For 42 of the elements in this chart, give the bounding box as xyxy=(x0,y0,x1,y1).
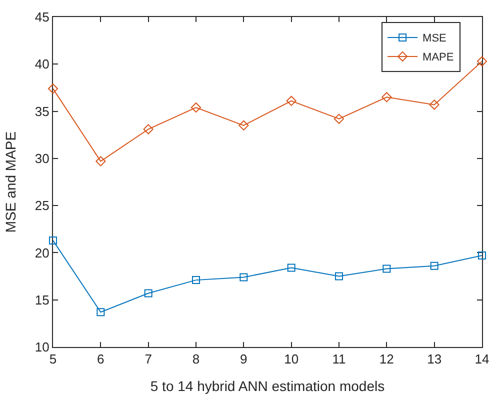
point xyxy=(192,276,200,284)
point xyxy=(429,100,440,110)
x-tick-label: 8 xyxy=(192,352,200,367)
y-tick-label: 15 xyxy=(34,292,50,308)
point xyxy=(96,156,106,166)
y-tick-label: 45 xyxy=(34,10,50,25)
x-tick-label: 14 xyxy=(474,352,490,367)
y-tick-label: 40 xyxy=(34,56,50,72)
point xyxy=(334,114,344,124)
y-tick-label: 35 xyxy=(34,104,50,119)
point xyxy=(238,120,249,130)
x-tick-label: 13 xyxy=(427,352,442,367)
point xyxy=(382,264,391,273)
x-tick-label: 10 xyxy=(284,352,299,367)
point xyxy=(476,56,488,66)
x-tick-label: 9 xyxy=(240,352,248,367)
x-tick-label: 5 xyxy=(49,352,57,367)
x-tick-label: 7 xyxy=(144,352,152,367)
point xyxy=(96,308,105,316)
point xyxy=(240,273,248,282)
point xyxy=(478,252,486,260)
point xyxy=(430,262,438,270)
x-axis-title: 5 to 14 hybrid ANN estimation models xyxy=(150,378,385,394)
y-axis-title: MSE and MAPE xyxy=(2,131,19,233)
y-tick-label: 30 xyxy=(34,150,50,166)
point xyxy=(382,92,392,102)
x-tick-label: 12 xyxy=(379,352,394,367)
point xyxy=(144,289,152,298)
point xyxy=(190,102,202,113)
legend-label: MSE xyxy=(422,32,446,45)
x-tick-label: 11 xyxy=(332,352,346,367)
point xyxy=(286,96,296,106)
legend-label: MAPE xyxy=(422,52,454,64)
y-tick-label: 25 xyxy=(34,198,50,214)
point xyxy=(287,264,296,272)
point xyxy=(48,84,58,94)
y-tick-label: 10 xyxy=(34,340,50,355)
point xyxy=(143,124,154,134)
x-tick-label: 6 xyxy=(97,352,104,367)
point xyxy=(49,236,57,244)
point xyxy=(335,272,343,280)
y-tick-label: 20 xyxy=(34,245,50,260)
